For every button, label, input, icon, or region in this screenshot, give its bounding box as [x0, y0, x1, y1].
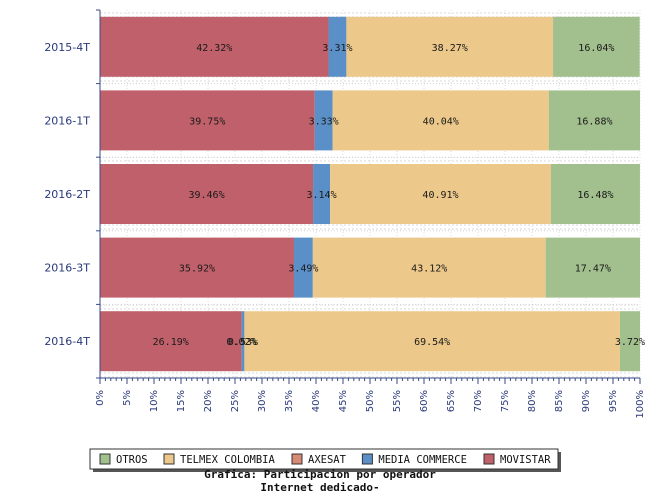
category-label: 2015-4T	[44, 41, 90, 54]
bar-segment	[100, 164, 314, 224]
legend-swatch	[163, 453, 175, 465]
x-tick-label: 50%	[365, 390, 376, 412]
category-label: 2016-3T	[44, 262, 90, 275]
x-tick-label: 15%	[176, 390, 187, 412]
bar-segment	[548, 90, 640, 151]
legend-label: MOVISTAR	[500, 454, 551, 466]
data-label: 0.53%	[228, 337, 258, 348]
x-tick-label: 80%	[527, 390, 538, 412]
x-tick-label: 0%	[95, 390, 106, 406]
x-tick-label: 45%	[338, 390, 349, 412]
data-label: 40.04%	[423, 116, 459, 127]
x-tick-label: 65%	[446, 390, 457, 412]
bar-segment	[313, 164, 331, 224]
bar-segment	[312, 237, 546, 298]
bar-segment	[244, 311, 620, 372]
data-label: 16.04%	[578, 43, 614, 54]
legend-label: TELMEX COLOMBIA	[180, 454, 276, 466]
bar-segment	[100, 237, 294, 298]
data-label: 3.14%	[307, 190, 337, 201]
x-tick-label: 100%	[635, 390, 646, 419]
legend-swatch	[361, 453, 373, 465]
legend-swatch	[483, 453, 495, 465]
data-label: 38.27%	[432, 43, 468, 54]
legend-label: AXESAT	[308, 454, 347, 466]
data-label: 40.91%	[422, 190, 458, 201]
category-label: 2016-1T	[44, 114, 90, 127]
category-labels: 2015-4T 2016-1T 2016-2T 2016-3T 2016-4T	[44, 41, 90, 348]
data-label: 17.47%	[575, 264, 611, 275]
legend-label: MEDIA COMMERCE	[378, 454, 467, 466]
bars	[100, 16, 640, 372]
data-label: 42.32%	[196, 43, 232, 54]
legend-swatch	[99, 453, 111, 465]
category-label: 2016-2T	[44, 188, 90, 201]
bar-segment	[293, 237, 313, 298]
data-label: 35.92%	[179, 264, 215, 275]
x-tick-label: 35%	[284, 390, 295, 412]
chart-subtitle: Internet dedicado-	[260, 481, 379, 494]
x-tick-label: 60%	[419, 390, 430, 412]
x-tick-label: 10%	[149, 390, 160, 412]
bar-segment	[314, 90, 333, 151]
x-tick-label: 5%	[122, 390, 133, 406]
bar-segment	[553, 16, 640, 77]
data-label: 43.12%	[411, 264, 447, 275]
x-tick-label: 90%	[581, 390, 592, 412]
data-label: 0.02%	[226, 337, 256, 348]
data-label: 3.49%	[288, 264, 318, 275]
x-tick-label: 75%	[500, 390, 511, 412]
x-tick-label: 85%	[554, 390, 565, 412]
bar-segment	[330, 164, 551, 224]
category-label: 2016-4T	[44, 335, 90, 348]
data-labels: 42.32% 3.31% 38.27% 16.04% 39.75% 3.33% 40.04%…	[153, 43, 645, 348]
data-label: 16.88%	[576, 116, 612, 127]
data-label: 3.33%	[309, 116, 339, 127]
bar-segment	[100, 90, 315, 151]
x-tick-label: 55%	[392, 390, 403, 412]
x-tick-label: 25%	[230, 390, 241, 412]
bar-segment	[550, 164, 640, 224]
x-tick-label: 20%	[203, 390, 214, 412]
bar-segment	[100, 16, 329, 77]
legend-box	[89, 448, 559, 470]
data-label: 26.19%	[153, 337, 189, 348]
data-label: 39.46%	[188, 190, 224, 201]
chart-title: Grafica: Participacion por operador	[204, 468, 436, 481]
bar-segment	[346, 16, 554, 77]
data-label: 3.72%	[615, 337, 645, 348]
legend-label: OTROS	[116, 454, 148, 466]
axes	[96, 9, 641, 384]
x-tick-label: 40%	[311, 390, 322, 412]
bar-segment	[332, 90, 549, 151]
legend: OTROS TELMEX COLOMBIA AXESAT MEDIA COMMERCE…	[89, 448, 561, 472]
x-tick-label: 70%	[473, 390, 484, 412]
legend-swatch	[291, 453, 303, 465]
data-label: 69.54%	[414, 337, 450, 348]
data-label: 16.48%	[577, 190, 613, 201]
bar-segment	[100, 311, 242, 372]
chart-titles: Grafica: Participacion por operador Inte…	[204, 468, 436, 494]
bar-segment	[619, 311, 640, 372]
data-label: 39.75%	[189, 116, 225, 127]
bar-segment	[328, 16, 347, 77]
bar-segment	[241, 311, 245, 372]
data-label: 3.31%	[322, 43, 352, 54]
x-tick-label: 95%	[608, 390, 619, 412]
bar-segment	[545, 237, 640, 298]
x-tick-label: 30%	[257, 390, 268, 412]
x-tick-labels: 0% 5% 10% 15% 20% 25% 30% 35% 40% 45% 50% 55% 60% 65%…	[95, 390, 646, 419]
